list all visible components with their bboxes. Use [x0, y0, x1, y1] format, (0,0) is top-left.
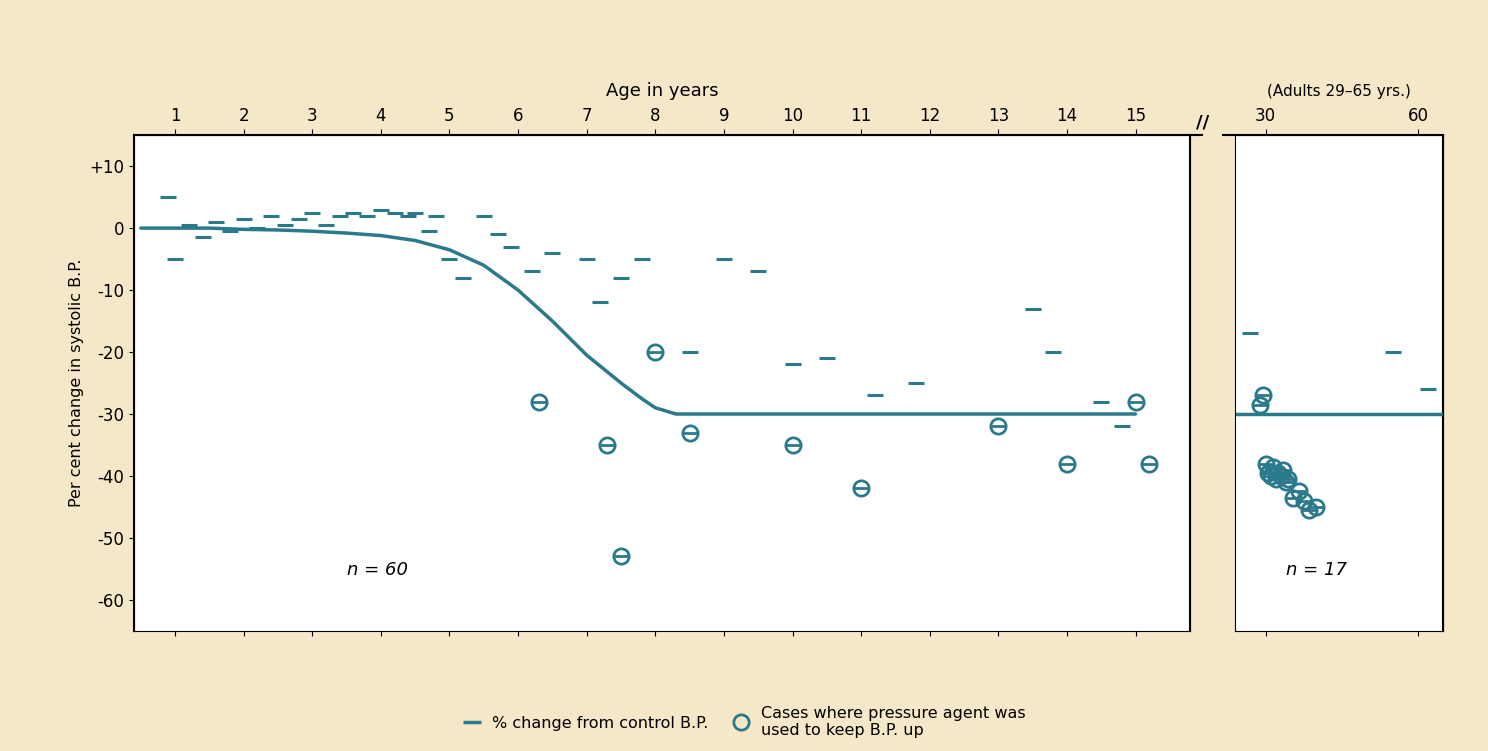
- Y-axis label: Per cent change in systolic B.P.: Per cent change in systolic B.P.: [68, 259, 83, 507]
- Text: n = 60: n = 60: [347, 561, 408, 579]
- Legend: % change from control B.P., Cases where pressure agent was
used to keep B.P. up: % change from control B.P., Cases where …: [458, 701, 1030, 743]
- X-axis label: Age in years: Age in years: [606, 82, 719, 100]
- X-axis label: (Adults 29–65 yrs.): (Adults 29–65 yrs.): [1268, 83, 1411, 98]
- Text: //: //: [1196, 113, 1208, 131]
- Text: n = 17: n = 17: [1286, 561, 1347, 579]
